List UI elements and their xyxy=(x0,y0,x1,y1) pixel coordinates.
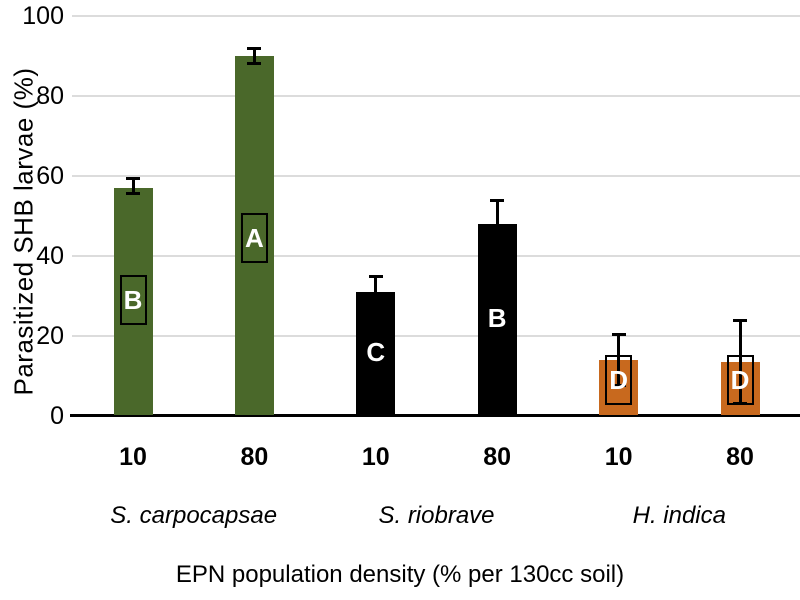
error-bar-cap-bottom xyxy=(368,306,383,309)
error-bar-cap-bottom xyxy=(247,62,262,65)
x-tick-label: 80 xyxy=(483,443,512,471)
significance-letter: B xyxy=(119,275,147,325)
error-bar xyxy=(738,320,742,404)
gridline-80 xyxy=(72,95,800,97)
error-bar-cap-top xyxy=(368,275,383,278)
error-bar-cap-bottom xyxy=(490,246,505,249)
species-label: S. carpocapsae xyxy=(110,502,278,529)
x-tick-label: 10 xyxy=(361,443,390,471)
error-bar-cap-top xyxy=(490,199,505,202)
gridline-20 xyxy=(72,335,800,337)
x-tick-label: 80 xyxy=(726,443,754,471)
x-tick-label: 10 xyxy=(119,443,147,471)
gridline-100 xyxy=(72,15,800,17)
y-tick-label: 80 xyxy=(36,82,64,110)
x-axis-title: EPN population density (% per 130cc soil… xyxy=(175,561,625,588)
bar-S-riobrave-80 xyxy=(477,224,517,415)
y-tick-label: 20 xyxy=(36,322,64,350)
y-tick-label: 100 xyxy=(22,2,64,30)
gridline-40 xyxy=(72,255,800,257)
error-bar-cap-bottom xyxy=(126,192,140,195)
species-label: S. riobrave xyxy=(378,502,495,529)
error-bar-cap-top xyxy=(611,333,626,336)
error-bar-cap-top xyxy=(733,319,747,322)
significance-letter: D xyxy=(605,355,633,405)
significance-letter: C xyxy=(366,336,386,367)
y-tick-label: 60 xyxy=(36,162,64,190)
error-bar xyxy=(617,334,621,386)
significance-letter: A xyxy=(240,213,268,263)
y-tick-label: 40 xyxy=(36,242,64,270)
error-bar xyxy=(374,276,378,308)
error-bar xyxy=(131,178,135,194)
x-tick-label: 10 xyxy=(604,443,633,471)
error-bar xyxy=(252,48,256,64)
error-bar-cap-top xyxy=(126,177,140,180)
error-bar-cap-top xyxy=(247,47,262,50)
significance-letter: D xyxy=(726,355,754,405)
x-axis-line xyxy=(70,414,800,417)
y-tick-label: 0 xyxy=(50,402,64,430)
significance-letter: B xyxy=(487,302,507,333)
bar-S-riobrave-10 xyxy=(356,292,396,415)
error-bar xyxy=(495,200,499,248)
species-label: H. indica xyxy=(632,502,726,529)
error-bar-cap-bottom xyxy=(611,384,626,387)
x-tick-label: 80 xyxy=(240,443,269,471)
gridline-60 xyxy=(72,175,800,177)
